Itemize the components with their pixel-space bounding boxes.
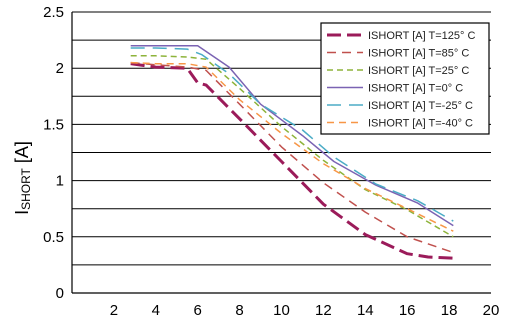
legend-label: ISHORT [A] T=-25° C	[368, 100, 473, 112]
x-tick-label: 8	[235, 302, 243, 319]
y-tick-label: 0.5	[43, 229, 64, 246]
legend-label: ISHORT [A] T=-40° C	[368, 118, 473, 130]
x-tick-label: 18	[441, 302, 458, 319]
y-tick-label: 0	[56, 285, 64, 302]
x-tick-label: 6	[194, 302, 202, 319]
legend-box	[320, 22, 490, 135]
y-tick-label: 2.5	[43, 4, 64, 21]
y-axis-label: ISHORT [A]	[12, 141, 33, 215]
series-line	[130, 61, 454, 232]
series-line	[130, 62, 454, 260]
x-tick-label: 2	[110, 302, 118, 319]
legend-label: ISHORT [A] T=125° C	[368, 30, 475, 42]
legend-label: ISHORT [A] T=25° C	[368, 65, 469, 77]
series-line	[130, 44, 454, 227]
legend-label: ISHORT [A] T=85° C	[368, 48, 469, 60]
y-tick-label: 1.5	[43, 116, 64, 133]
x-tick-labels: 2 4 6 8 10 12 14 16 18 20	[110, 302, 500, 319]
series-lines	[130, 44, 454, 260]
x-tick-label: 10	[273, 302, 290, 319]
y-tick-label: 2	[56, 60, 64, 77]
x-tick-label: 20	[483, 302, 500, 319]
series-line	[130, 47, 454, 222]
legend-label: ISHORT [A] T=0° C	[368, 83, 463, 95]
axes	[71, 12, 491, 294]
series-line	[130, 55, 454, 238]
y-tick-labels: 0 0.5 1 1.5 2 2.5	[43, 4, 64, 302]
x-tick-label: 12	[315, 302, 332, 319]
x-tick-label: 14	[357, 302, 374, 319]
y-tick-label: 1	[56, 173, 64, 190]
x-tick-label: 4	[152, 302, 160, 319]
series-line	[130, 61, 454, 254]
x-tick-label: 16	[399, 302, 416, 319]
legend: ISHORT [A] T=125° C ISHORT [A] T=85° C ISH…	[320, 22, 490, 135]
